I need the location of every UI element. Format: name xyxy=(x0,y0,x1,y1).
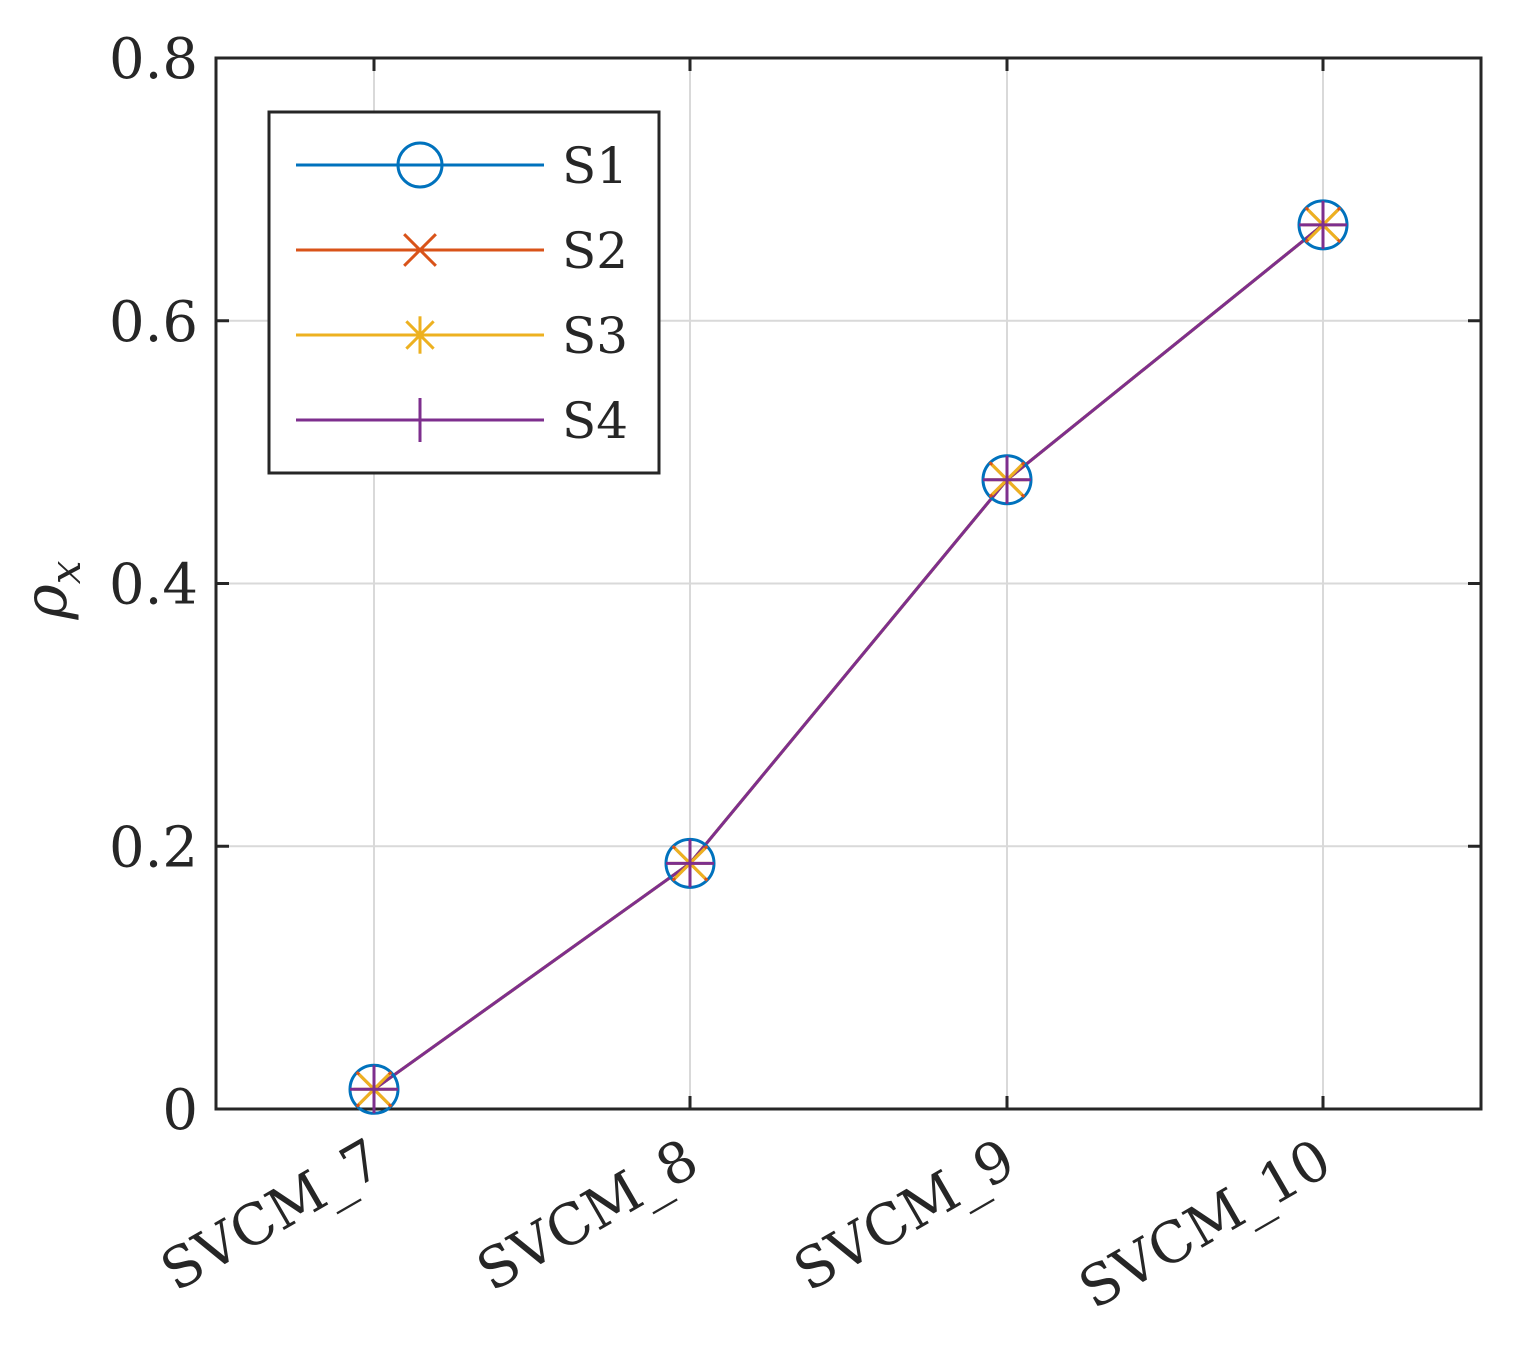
marker-x xyxy=(403,233,437,267)
legend: S1 S2 S3 S4 xyxy=(267,110,661,475)
legend-box xyxy=(267,110,661,475)
legend-label-S4: S4 xyxy=(562,392,628,450)
x-marker-stroke xyxy=(403,233,437,267)
marker-plus xyxy=(1299,200,1347,249)
legend-label-S3: S3 xyxy=(562,307,628,365)
series-layer xyxy=(348,199,1349,1115)
axes xyxy=(214,56,1483,1111)
y-tick-label: 0.4 xyxy=(109,553,198,618)
y-tick-label: 0 xyxy=(162,1078,198,1143)
legend-label-S2: S2 xyxy=(562,222,628,280)
legend-label-S1: S1 xyxy=(562,137,628,195)
y-tick-label: 0.8 xyxy=(109,27,198,92)
asterisk-marker-stroke xyxy=(405,320,435,350)
marker-asterisk xyxy=(401,316,439,354)
circle-marker xyxy=(396,141,444,189)
series-line-S4 xyxy=(373,223,1324,1091)
marker-plus xyxy=(666,839,714,888)
marker-plus xyxy=(983,455,1031,504)
y-tick-label: 0.6 xyxy=(109,290,198,355)
marker-circle xyxy=(396,141,444,189)
y-tick-label: 0.2 xyxy=(109,815,198,880)
marker-plus xyxy=(350,1065,398,1114)
y-axis-label: ρx xyxy=(11,560,90,620)
marker-plus xyxy=(398,398,442,442)
